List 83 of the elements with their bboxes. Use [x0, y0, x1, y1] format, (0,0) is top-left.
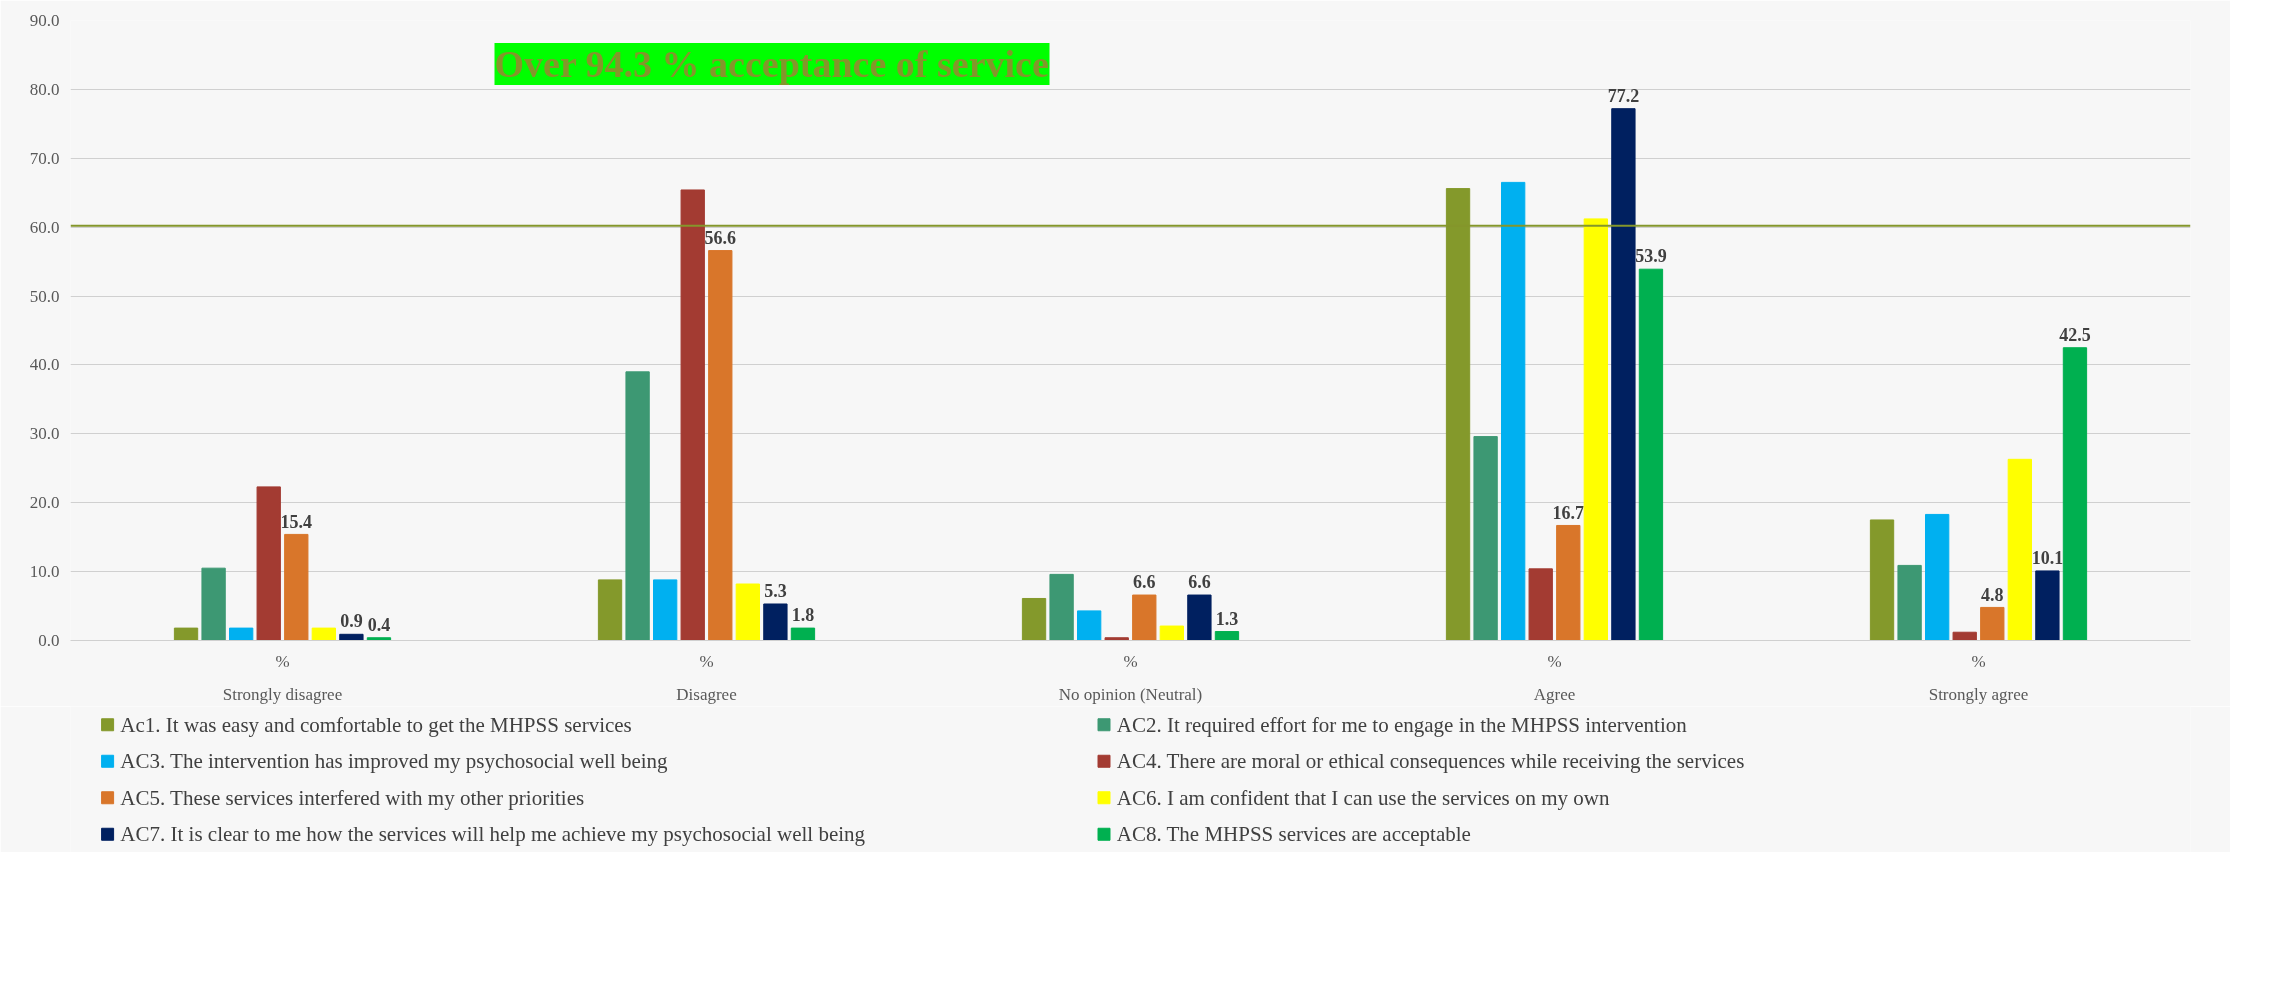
bar [366, 637, 392, 641]
data-label: 56.6 [704, 227, 737, 248]
bar [1077, 610, 1102, 641]
data-label: 1.3 [1215, 608, 1239, 629]
data-label: 16.7 [1552, 502, 1585, 523]
data-label: 77.2 [1607, 85, 1640, 106]
bar [763, 603, 788, 641]
bar [1980, 606, 2005, 641]
y-tick-label: 90.0 [29, 11, 60, 30]
data-label: 5.3 [764, 581, 787, 602]
x-tick-label: Disagree [676, 684, 737, 704]
y-tick-label: 20.0 [29, 493, 60, 513]
bar [1132, 594, 1157, 641]
data-label: 6.6 [1133, 572, 1156, 593]
bar [2007, 458, 2032, 641]
annotation: Over 94.3 % acceptance of service [494, 42, 1049, 85]
bar [653, 579, 678, 641]
legend-label: AC7. It is clear to me how the services will help me achieve my psychosocial well being [120, 822, 866, 847]
bar [229, 627, 254, 641]
bar [173, 627, 199, 641]
data-label: 1.8 [791, 605, 815, 626]
bar [680, 189, 705, 641]
bar [597, 579, 623, 641]
x-tick-label: Strongly agree [1928, 684, 2029, 704]
legend-label: AC4. There are moral or ethical consequences while receiving the services [1116, 749, 1745, 774]
bar [1925, 513, 1950, 641]
y-tick-label: 80.0 [29, 79, 60, 99]
bar [1473, 436, 1498, 641]
text: % [1971, 651, 1986, 671]
bar [201, 567, 226, 641]
data-label: 53.9 [1635, 246, 1667, 267]
bar [1638, 268, 1664, 641]
bar [1159, 625, 1184, 641]
bar [1187, 594, 1212, 641]
data-label: 4.8 [1981, 584, 2004, 605]
bar [1049, 573, 1074, 641]
legend-label: AC6. I am confident that I can use the services on my own [1116, 785, 1610, 810]
bar [311, 627, 336, 641]
y-tick-label: 70.0 [29, 148, 60, 168]
bar [1897, 564, 1922, 641]
bar [2035, 570, 2060, 641]
x-tick-label: No opinion (Neutral) [1058, 684, 1203, 704]
y-tick-label: 50.0 [29, 286, 60, 306]
bar [625, 371, 650, 641]
legend-label: Ac1. It was easy and comfortable to get the MHPSS services [120, 712, 632, 737]
bar [1528, 568, 1553, 641]
bar [1501, 181, 1526, 641]
text: % [699, 651, 714, 671]
y-tick-label: 60.0 [29, 217, 60, 237]
bar [284, 533, 309, 641]
bar [1021, 597, 1047, 641]
y-tick-label: 10.0 [29, 562, 60, 582]
y-tick-label: 40.0 [29, 355, 60, 375]
bar [790, 627, 816, 641]
data-label: 6.6 [1188, 572, 1211, 593]
data-label: 15.4 [280, 511, 313, 532]
text: % [1123, 651, 1138, 671]
data-label: 42.5 [2059, 324, 2091, 345]
legend-label: AC5. These services interfered with my other priorities [120, 785, 585, 810]
bar [708, 250, 733, 641]
bar [1556, 524, 1581, 641]
data-label: 0.4 [367, 614, 391, 635]
bar [735, 583, 760, 641]
bar [1611, 108, 1636, 641]
bar [1952, 631, 1977, 641]
bar [1583, 218, 1608, 641]
legend-label: AC8. The MHPSS services are acceptable [1116, 822, 1471, 847]
text: % [1547, 651, 1562, 671]
y-tick-label: 30.0 [29, 424, 60, 444]
x-tick-label: Strongly disagree [222, 684, 343, 704]
bar [2062, 347, 2088, 641]
legend-label: AC2. It required effort for me to engage in the MHPSS intervention [1116, 712, 1688, 737]
bar [256, 486, 281, 641]
x-tick-label: Agree [1533, 684, 1576, 704]
legend-label: AC3. The intervention has improved my psychosocial well being [120, 749, 669, 774]
bar [1869, 519, 1895, 641]
data-label: 0.9 [340, 611, 363, 632]
y-tick-label: 0.0 [38, 631, 60, 650]
data-label: 10.1 [2031, 548, 2064, 569]
bar [339, 633, 364, 641]
bar [1104, 637, 1129, 641]
bar [1214, 631, 1240, 641]
text: % [275, 651, 290, 671]
